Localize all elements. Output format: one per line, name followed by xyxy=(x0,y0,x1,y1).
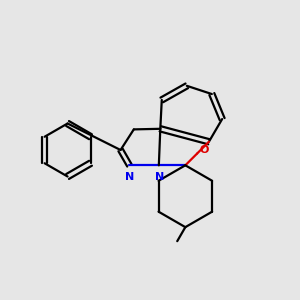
Text: N: N xyxy=(155,172,164,182)
Text: N: N xyxy=(125,172,134,182)
Text: O: O xyxy=(200,145,209,155)
